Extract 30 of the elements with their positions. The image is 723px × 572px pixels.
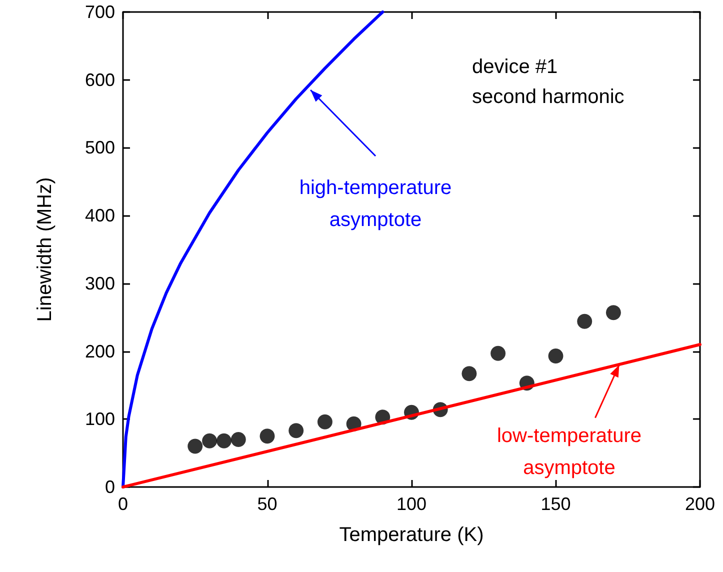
x-tick-label: 0 xyxy=(118,494,128,514)
y-tick-label: 400 xyxy=(84,206,115,226)
y-tick-label: 600 xyxy=(84,70,115,90)
y-tick-label: 300 xyxy=(84,273,115,294)
x-tick-label: 150 xyxy=(540,494,571,514)
point xyxy=(462,366,477,382)
y-tick-label: 500 xyxy=(84,138,115,158)
annotation: high-temperature asymptote xyxy=(299,177,452,232)
y-tick-label: 0 xyxy=(104,477,115,497)
y-tick-label: 200 xyxy=(84,341,115,362)
y-tick-label: 700 xyxy=(84,2,115,22)
point xyxy=(230,432,246,447)
point xyxy=(606,305,621,320)
point xyxy=(548,348,564,364)
point xyxy=(317,414,332,430)
x-tick-label: 200 xyxy=(684,494,716,514)
point xyxy=(490,346,506,361)
point xyxy=(202,433,218,448)
point xyxy=(188,438,203,454)
point xyxy=(260,428,275,444)
y-tick-label: 100 xyxy=(84,409,115,430)
y-axis-title: Linewidth (MHz) xyxy=(34,177,56,322)
x-axis-title: Temperature (K) xyxy=(339,524,484,546)
annotation: device #1 second harmonic xyxy=(472,56,624,108)
x-tick-label: 100 xyxy=(396,494,427,514)
x-tick-label: 50 xyxy=(257,494,278,514)
point xyxy=(577,314,592,329)
annotation: low-temperature asymptote xyxy=(496,424,642,479)
point xyxy=(216,433,232,448)
point xyxy=(288,423,304,438)
